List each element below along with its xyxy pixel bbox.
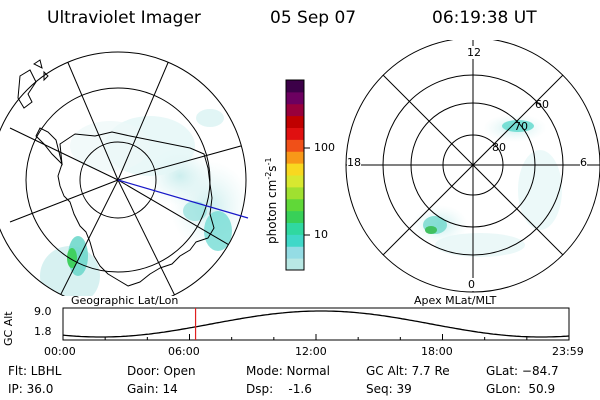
colorbar-segment: [286, 115, 304, 128]
colorbar-segment: [286, 234, 304, 247]
colorbar-tick-100: 100: [314, 141, 335, 154]
status-gcalt: GC Alt: 7.7 Re: [366, 364, 450, 378]
status-ip: IP: 36.0: [8, 382, 54, 396]
geographic-map: [0, 51, 249, 296]
time-label: 06:19:38 UT: [432, 8, 537, 28]
colorbar-segment: [286, 258, 304, 271]
imager-title: Ultraviolet Imager: [47, 8, 201, 28]
xtick-1800: 18:00: [421, 345, 453, 358]
xtick-2359: 23:59: [552, 345, 584, 358]
colorbar-segment: [286, 151, 304, 164]
xtick-0600: 06:00: [168, 345, 200, 358]
magnetic-map: [345, 40, 600, 293]
timeline-ymax: 9.0: [34, 305, 52, 318]
xtick-1200: 12:00: [295, 345, 327, 358]
colorbar-segment: [286, 127, 304, 140]
status-mode: Mode: Normal: [246, 364, 330, 378]
colorbar-segment: [286, 186, 304, 200]
geographic-caption: Geographic Lat/Lon: [71, 294, 179, 307]
timeline-ylabel: GC Alt: [2, 311, 15, 346]
altitude-timeline: [62, 307, 570, 341]
mlat-label-70: 70: [514, 120, 528, 133]
colorbar-segment: [286, 91, 304, 105]
status-gain: Gain: 14: [127, 382, 178, 396]
colorbar-segment: [286, 198, 304, 212]
colorbar-segment: [286, 103, 304, 117]
mlt-label-0: 0: [468, 278, 475, 291]
status-door: Door: Open: [127, 364, 196, 378]
status-seq: Seq: 39: [366, 382, 412, 396]
status-glat: GLat: −84.7: [486, 364, 559, 378]
mlat-label-80: 80: [492, 141, 506, 154]
xtick-0000: 00:00: [44, 345, 76, 358]
track-line: [117, 179, 249, 219]
status-glon: GLon: 50.9: [486, 382, 556, 396]
colorbar-segment: [286, 246, 304, 259]
colorbar-segment: [286, 139, 304, 152]
altitude-curve: [62, 310, 570, 338]
timeline-ymin: 1.8: [34, 325, 52, 338]
mlt-label-12: 12: [467, 46, 481, 59]
colorbar-segment: [286, 175, 304, 188]
colorbar-unit-label: photon cm-2s-1: [264, 157, 279, 244]
colorbar-segment: [286, 222, 304, 235]
coastline: [57, 131, 215, 287]
date-label: 05 Sep 07: [270, 8, 357, 28]
colorbar-segment: [286, 80, 304, 93]
colorbar-segment: [286, 163, 304, 176]
status-dsp: Dsp: -1.6: [246, 382, 312, 396]
status-flt: Flt: LBHL: [8, 364, 62, 378]
colorbar-segment: [286, 210, 304, 223]
mlat-label-60: 60: [535, 98, 549, 111]
colorbar-tick-10: 10: [314, 228, 328, 241]
colorbar: [285, 79, 310, 271]
apex-caption: Apex MLat/MLT: [414, 294, 497, 307]
mlt-label-18: 18: [347, 156, 361, 169]
mlt-label-6: 6: [580, 156, 587, 169]
